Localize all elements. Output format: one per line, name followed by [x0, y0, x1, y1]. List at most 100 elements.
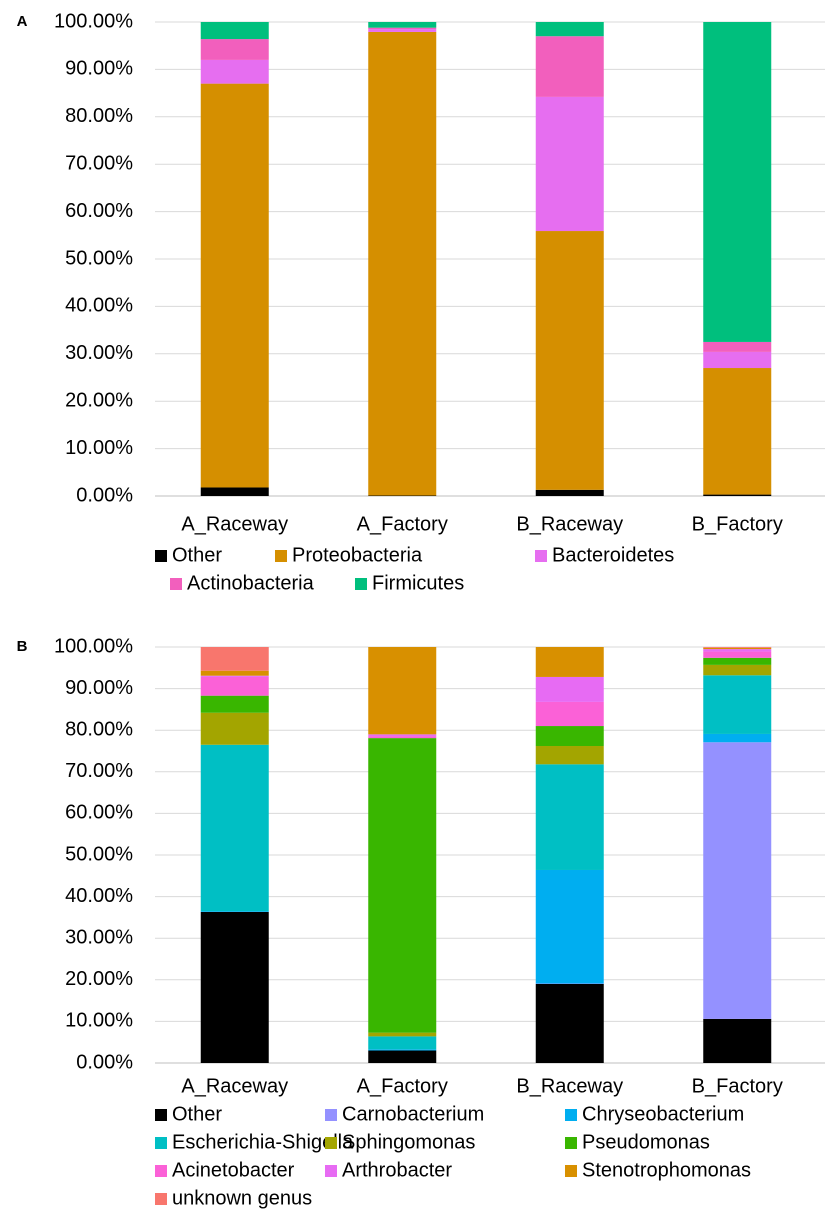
y-tick-label: 40.00%: [65, 885, 133, 907]
panel-label: A: [17, 13, 28, 30]
bar-segment: [201, 84, 269, 488]
bar-segment: [201, 487, 269, 496]
legend-label: Other: [172, 1103, 222, 1125]
bar-segment: [703, 342, 771, 352]
legend-label: Other: [172, 544, 222, 566]
bar-segment: [703, 734, 771, 742]
bar-segment: [201, 713, 269, 745]
bar-segment: [368, 738, 436, 1033]
bar-segment: [368, 28, 436, 29]
bar-segment: [703, 368, 771, 495]
legend-swatch: [155, 1193, 167, 1205]
bar-segment: [536, 36, 604, 97]
bar-segment: [368, 734, 436, 736]
y-tick-label: 20.00%: [65, 389, 133, 411]
bar-segment: [201, 696, 269, 713]
bar-segment: [703, 1019, 771, 1063]
bar-segment: [703, 495, 771, 496]
bar-segment: [536, 870, 604, 984]
y-tick-label: 90.00%: [65, 58, 133, 80]
legend-label: Stenotrophomonas: [582, 1159, 751, 1181]
y-tick-label: 10.00%: [65, 437, 133, 459]
legend-swatch: [355, 578, 367, 590]
legend-label: Proteobacteria: [292, 544, 423, 566]
bar-segment: [201, 677, 269, 696]
bar-segment: [201, 39, 269, 60]
legend-label: Actinobacteria: [187, 572, 315, 594]
legend-label: Pseudomonas: [582, 1131, 710, 1153]
legend-swatch: [275, 550, 287, 562]
legend-swatch: [155, 1109, 167, 1121]
bar-segment: [368, 1036, 436, 1049]
bar-segment: [368, 1033, 436, 1037]
y-tick-label: 30.00%: [65, 342, 133, 364]
x-tick-label: B_Raceway: [516, 513, 623, 535]
y-tick-label: 0.00%: [76, 1051, 133, 1073]
bar-segment: [536, 984, 604, 1063]
bar-segment: [536, 764, 604, 870]
panel-label: B: [17, 638, 28, 655]
x-tick-label: B_Raceway: [516, 1075, 623, 1097]
y-tick-label: 100.00%: [54, 635, 133, 657]
bar-segment: [536, 647, 604, 677]
legend-swatch: [325, 1109, 337, 1121]
bar-segment: [536, 677, 604, 702]
bar-segment: [201, 60, 269, 84]
bar-segment: [368, 29, 436, 32]
bar-segment: [536, 702, 604, 726]
bar-segment: [703, 658, 771, 665]
bar-segment: [368, 1051, 436, 1063]
bar-segment: [703, 675, 771, 734]
y-tick-label: 80.00%: [65, 718, 133, 740]
bar-segment: [201, 671, 269, 676]
bar-segment: [703, 648, 771, 649]
x-tick-label: A_Factory: [357, 513, 448, 535]
legend-swatch: [565, 1137, 577, 1149]
bar-segment: [368, 1049, 436, 1050]
x-tick-label: B_Factory: [692, 1075, 783, 1097]
bar-segment: [536, 97, 604, 231]
legend-swatch: [155, 1165, 167, 1177]
x-tick-label: A_Factory: [357, 1075, 448, 1097]
bar-segment: [368, 32, 436, 496]
y-tick-label: 70.00%: [65, 152, 133, 174]
legend-swatch: [325, 1165, 337, 1177]
legend-label: Chryseobacterium: [582, 1103, 744, 1125]
y-tick-label: 50.00%: [65, 843, 133, 865]
bar-segment: [201, 911, 269, 912]
legend-label: Sphingomonas: [342, 1131, 475, 1153]
bar-segment: [201, 22, 269, 39]
bar-segment: [536, 726, 604, 746]
bar-segment: [201, 745, 269, 911]
x-tick-label: A_Raceway: [181, 513, 288, 535]
x-tick-label: B_Factory: [692, 513, 783, 535]
bar-segment: [368, 22, 436, 28]
bar-segment: [703, 22, 771, 342]
legend-swatch: [325, 1137, 337, 1149]
legend-swatch: [565, 1109, 577, 1121]
bar-segment: [201, 676, 269, 677]
legend-swatch: [535, 550, 547, 562]
y-tick-label: 10.00%: [65, 1010, 133, 1032]
y-tick-label: 90.00%: [65, 677, 133, 699]
x-tick-label: A_Raceway: [181, 1075, 288, 1097]
bar-segment: [201, 647, 269, 671]
bar-segment: [703, 742, 771, 1019]
legend-label: unknown genus: [172, 1187, 312, 1209]
bar-segment: [536, 490, 604, 496]
legend-swatch: [170, 578, 182, 590]
bar-segment: [703, 647, 771, 648]
bar-segment: [536, 746, 604, 764]
bar-segment: [703, 665, 771, 675]
y-tick-label: 50.00%: [65, 247, 133, 269]
y-tick-label: 70.00%: [65, 760, 133, 782]
legend-label: Arthrobacter: [342, 1159, 452, 1181]
legend-label: Bacteroidetes: [552, 544, 674, 566]
legend-swatch: [155, 1137, 167, 1149]
legend-label: Acinetobacter: [172, 1159, 295, 1181]
legend-swatch: [155, 550, 167, 562]
y-tick-label: 60.00%: [65, 200, 133, 222]
y-tick-label: 40.00%: [65, 295, 133, 317]
bar-segment: [536, 22, 604, 36]
legend-label: Firmicutes: [372, 572, 464, 594]
